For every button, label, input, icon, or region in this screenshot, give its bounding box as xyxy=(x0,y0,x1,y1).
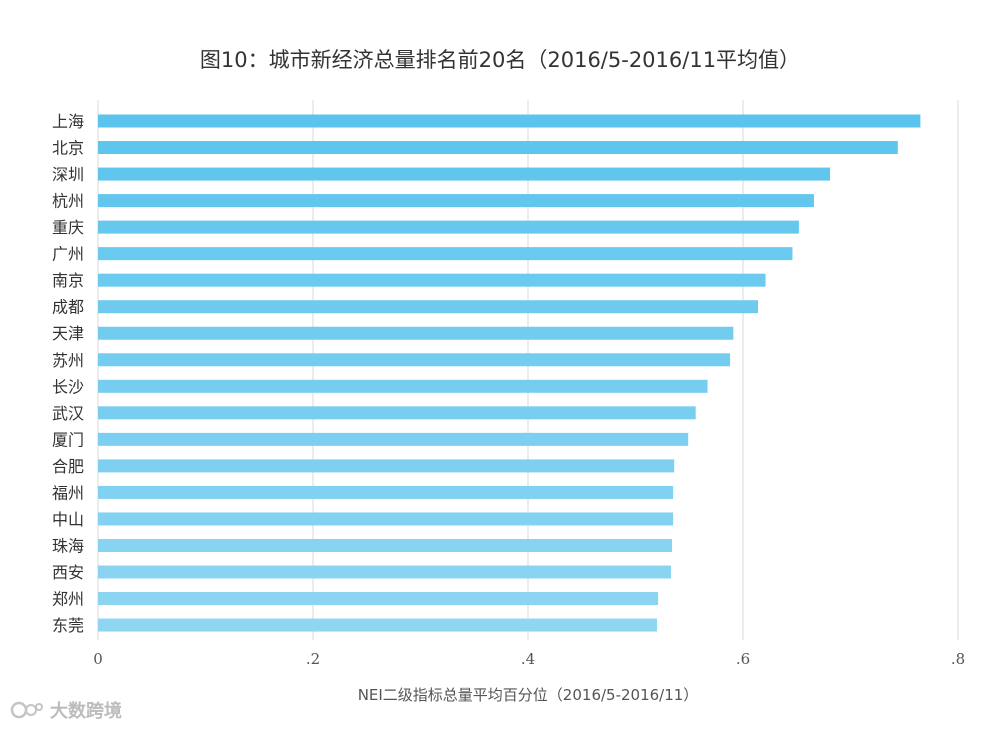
bars xyxy=(98,114,921,632)
watermark: 大数跨境 xyxy=(10,697,122,723)
category-label: 南京 xyxy=(52,271,84,290)
bar xyxy=(98,167,831,181)
category-label: 郑州 xyxy=(52,590,84,609)
bar xyxy=(98,432,689,446)
x-axis-label: NEI二级指标总量平均百分位（2016/5-2016/11） xyxy=(358,686,699,704)
category-label: 东莞 xyxy=(52,616,84,635)
bar xyxy=(98,459,675,473)
bar xyxy=(98,592,659,606)
bar xyxy=(98,114,921,128)
chart-title: 图10：城市新经济总量排名前20名（2016/5-2016/11平均值） xyxy=(199,48,801,72)
bar xyxy=(98,326,734,340)
x-tick-label: .4 xyxy=(521,650,535,668)
category-label: 北京 xyxy=(52,139,84,158)
category-label: 广州 xyxy=(52,245,84,264)
category-label: 苏州 xyxy=(52,351,84,370)
bar xyxy=(98,538,673,552)
watermark-text: 大数跨境 xyxy=(50,701,122,722)
bar xyxy=(98,618,657,632)
category-label: 福州 xyxy=(52,483,84,502)
bar xyxy=(98,512,674,526)
category-label: 珠海 xyxy=(52,536,84,555)
bar xyxy=(98,247,793,261)
category-label: 厦门 xyxy=(52,430,84,449)
grid-lines xyxy=(97,100,959,640)
category-label: 重庆 xyxy=(52,218,84,237)
category-label: 合肥 xyxy=(52,457,84,476)
bar xyxy=(98,141,898,155)
bar xyxy=(98,220,799,234)
x-tick-label: .6 xyxy=(736,650,750,668)
category-label: 上海 xyxy=(52,112,84,131)
x-tick-label: 0 xyxy=(93,650,103,668)
category-label: 西安 xyxy=(52,563,84,582)
x-tick-label: .8 xyxy=(951,650,965,668)
x-tick-labels: 0 .2 .4 .6 .8 xyxy=(93,650,965,668)
bar xyxy=(98,485,674,499)
category-label: 深圳 xyxy=(52,165,84,184)
category-label: 天津 xyxy=(52,324,84,343)
category-label: 中山 xyxy=(52,510,84,529)
category-label: 长沙 xyxy=(52,377,84,396)
bar xyxy=(98,406,696,420)
category-label: 杭州 xyxy=(52,192,84,211)
bar xyxy=(98,353,731,367)
category-label: 成都 xyxy=(52,298,84,317)
bar xyxy=(98,565,671,579)
x-tick-label: .2 xyxy=(306,650,320,668)
bar xyxy=(98,300,759,314)
bar xyxy=(98,273,766,287)
category-label: 武汉 xyxy=(52,404,84,423)
bar xyxy=(98,379,708,393)
watermark-logo-icon xyxy=(10,701,43,719)
bar xyxy=(98,194,814,208)
